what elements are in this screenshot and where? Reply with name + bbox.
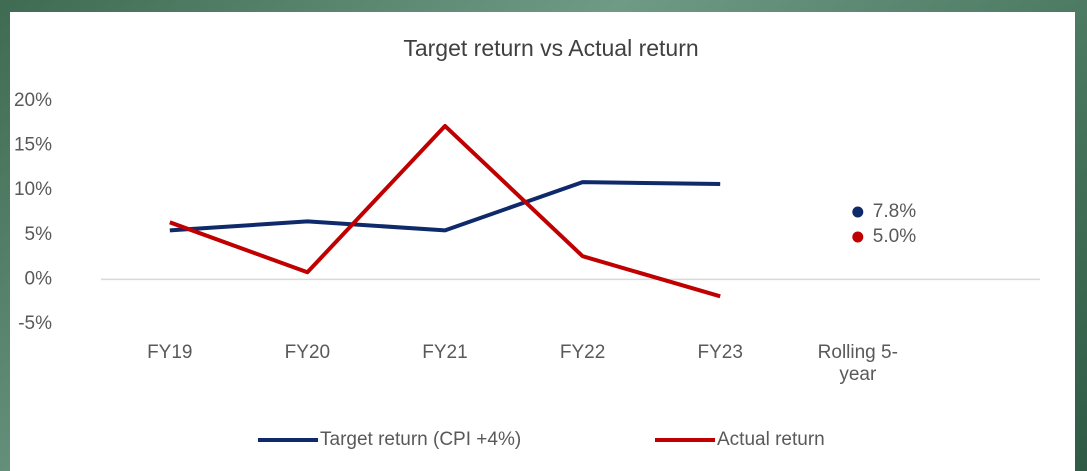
x-tick-label: FY21 bbox=[390, 342, 500, 364]
x-tick-label: FY23 bbox=[665, 342, 775, 364]
chart-title: Target return vs Actual return bbox=[403, 35, 698, 61]
legend-label: Target return (CPI +4%) bbox=[320, 429, 521, 450]
series-line bbox=[170, 126, 720, 296]
rolling-marker bbox=[852, 232, 863, 243]
y-tick-label: 0% bbox=[25, 268, 53, 289]
y-tick-label: -5% bbox=[18, 313, 52, 334]
x-tick-label: FY20 bbox=[252, 342, 362, 364]
series-line bbox=[170, 182, 720, 230]
y-tick-label: 10% bbox=[14, 179, 52, 200]
rolling-label: 5.0% bbox=[873, 226, 916, 247]
rolling-marker bbox=[852, 207, 863, 218]
chart: Target return vs Actual return -5% 0% 5% 10… bbox=[10, 12, 1075, 471]
x-tick-label: FY19 bbox=[115, 342, 225, 364]
y-tick-label: 15% bbox=[14, 135, 52, 156]
page: Target return vs Actual return -5% 0% 5% 10… bbox=[0, 0, 1087, 471]
y-tick-label: 5% bbox=[25, 224, 53, 245]
rolling-label: 7.8% bbox=[873, 201, 916, 222]
y-tick-label: 20% bbox=[14, 90, 52, 111]
x-tick-label: Rolling 5-year bbox=[803, 342, 913, 386]
x-tick-label: FY22 bbox=[528, 342, 638, 364]
legend-label: Actual return bbox=[717, 429, 825, 450]
chart-panel: Target return vs Actual return -5% 0% 5% 10… bbox=[10, 12, 1075, 471]
